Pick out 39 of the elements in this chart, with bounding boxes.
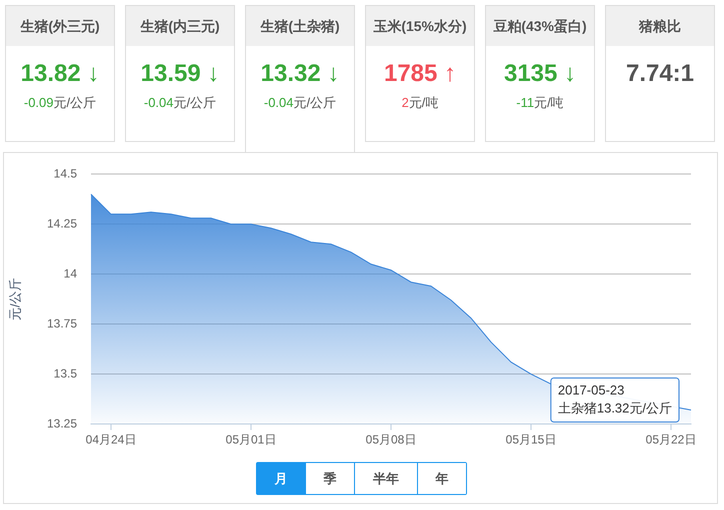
text: 元/吨 — [534, 95, 564, 110]
text: 3135 ↓ — [502, 60, 578, 88]
x-tick-label: 05月15日 — [506, 432, 556, 447]
text: 1785 ↑ — [382, 60, 458, 88]
text: 元/公斤 — [54, 95, 96, 110]
text: 元/吨 — [408, 95, 438, 110]
x-tick-label: 05月22日 — [646, 432, 696, 447]
y-tick-label: 14.25 — [46, 216, 78, 230]
text: -11 — [516, 95, 534, 110]
y-axis-title: 元/公斤 — [7, 278, 22, 320]
text: 元/公斤 — [174, 95, 216, 110]
text: 月 — [257, 463, 305, 494]
text: 元/公斤 — [294, 95, 336, 110]
text: 生猪(土杂猪) — [246, 6, 354, 46]
text: -0.04 — [264, 95, 294, 110]
text: 生猪(内三元) — [126, 6, 234, 46]
text: 豆粕(43%蛋白) — [486, 6, 594, 46]
text: 13.32 ↓ — [260, 60, 340, 88]
y-tick-label: 14 — [64, 266, 78, 280]
text: 7.74:1 — [624, 60, 696, 88]
text: 13.82 ↓ — [20, 60, 100, 88]
y-tick-label: 13.25 — [46, 416, 78, 430]
text: 生猪(外三元) — [6, 6, 114, 46]
x-tick-label: 04月24日 — [86, 432, 136, 447]
x-tick-label: 05月01日 — [226, 432, 276, 447]
text: -0.04 — [144, 95, 174, 110]
text: -0.09 — [24, 95, 54, 110]
text: 半年 — [354, 463, 417, 494]
text: 13.59 ↓ — [140, 60, 220, 88]
text: 2 — [402, 95, 409, 110]
x-tick-label: 05月08日 — [366, 432, 416, 447]
text: 季 — [305, 463, 354, 494]
y-tick-label: 13.75 — [46, 316, 78, 330]
annotation: 2017-05-23 土杂猪13.32元/公斤 — [558, 382, 672, 416]
text: 玉米(15%水分) — [366, 6, 474, 46]
text: 猪粮比 — [606, 6, 714, 46]
y-tick-label: 13.5 — [54, 366, 78, 380]
text: 年 — [417, 463, 466, 494]
y-tick-label: 14.5 — [54, 166, 78, 181]
